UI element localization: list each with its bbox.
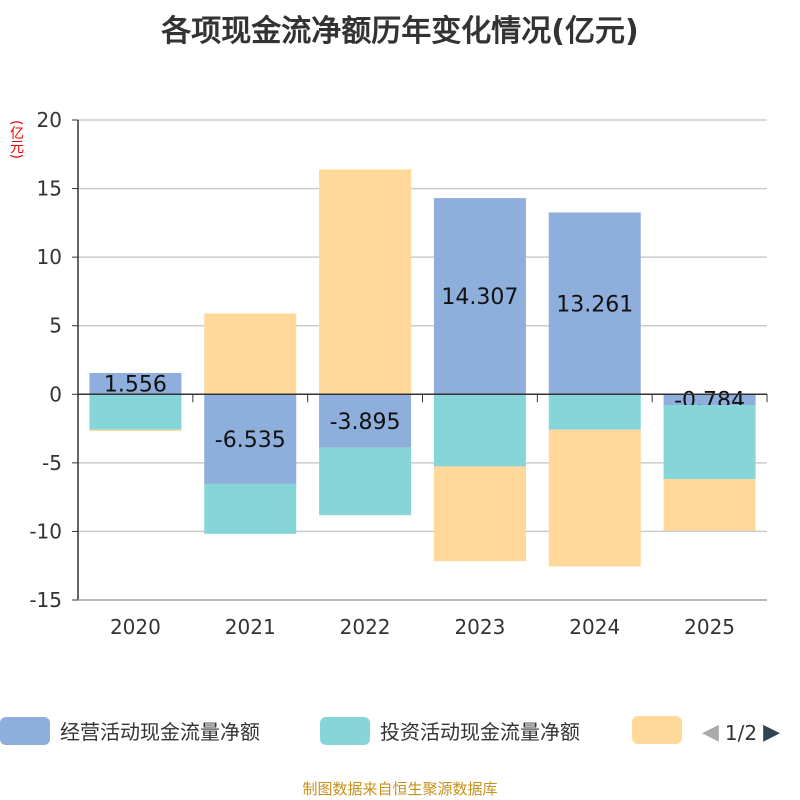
- bar-series1-2021: [204, 483, 297, 534]
- bar-series2-2024: [548, 429, 641, 567]
- bar-series1-2023: [433, 394, 526, 467]
- y-tick-label: 15: [37, 177, 62, 201]
- legend-swatch: [632, 716, 682, 744]
- x-tick-label: 2023: [454, 615, 505, 639]
- bar-series0-2021: [204, 394, 297, 484]
- data-label: -3.895: [330, 410, 401, 435]
- x-tick-label: 2020: [110, 615, 161, 639]
- legend-swatch: [0, 716, 50, 745]
- y-tick-label: 10: [37, 245, 62, 269]
- bar-series0-2025: [663, 394, 756, 406]
- x-tick-label: 2021: [225, 615, 276, 639]
- legend: 经营活动现金流量净额 投资活动现金流量净额 ◀ 1/2 ▶: [0, 716, 800, 752]
- bar-series1-2022: [319, 447, 412, 516]
- x-tick-label: 2022: [340, 615, 391, 639]
- bar-series2-2020: [89, 429, 182, 432]
- bar-series2-2022: [319, 169, 412, 395]
- legend-label: 经营活动现金流量净额: [60, 720, 260, 744]
- y-tick-label: -5: [42, 451, 62, 475]
- bar-chart: -15 -10 -5 0 5 10 15 20 1.556 2020 -6.535 2021 -3.89…: [29, 108, 768, 639]
- legend-label: 投资活动现金流量净额: [380, 720, 580, 744]
- next-page-icon[interactable]: ▶: [763, 720, 781, 745]
- prev-page-icon[interactable]: ◀: [702, 720, 719, 745]
- y-tick-label: -10: [29, 519, 62, 543]
- data-label: 13.261: [556, 292, 633, 317]
- data-label: 14.307: [441, 285, 518, 310]
- legend-swatch: [320, 716, 370, 745]
- data-label: 1.556: [104, 373, 167, 398]
- y-axis-unit: (亿元): [8, 120, 24, 159]
- y-tick-label: 20: [37, 108, 62, 132]
- bar-series1-2024: [548, 394, 641, 430]
- data-source: 制图数据来自恒生聚源数据库: [302, 780, 498, 798]
- legend-item-operating[interactable]: 经营活动现金流量净额: [0, 716, 260, 745]
- legend-pager: ◀ 1/2 ▶: [700, 720, 781, 745]
- bar-series0-2020: [89, 372, 182, 395]
- legend-page-number: 1/2: [724, 720, 758, 745]
- bar-series0-2023: [433, 198, 526, 395]
- bar-series2-2023: [433, 466, 526, 562]
- x-tick-label: 2024: [569, 615, 620, 639]
- bar-series2-2021: [204, 313, 297, 395]
- legend-item-investing[interactable]: 投资活动现金流量净额: [320, 716, 580, 745]
- x-tick-label: 2025: [684, 615, 735, 639]
- data-label: -6.535: [215, 428, 286, 453]
- y-tick-label: 0: [49, 382, 62, 406]
- y-tick-label: -15: [29, 588, 62, 612]
- bar-series1-2025: [663, 405, 756, 480]
- bar-series2-2025: [663, 479, 756, 531]
- y-tick-label: 5: [49, 314, 62, 338]
- bar-series1-2020: [89, 394, 182, 430]
- legend-item-financing[interactable]: [632, 716, 692, 744]
- bar-series0-2024: [548, 212, 641, 395]
- bar-series0-2022: [319, 394, 412, 448]
- chart-title: 各项现金流净额历年变化情况(亿元): [161, 14, 639, 49]
